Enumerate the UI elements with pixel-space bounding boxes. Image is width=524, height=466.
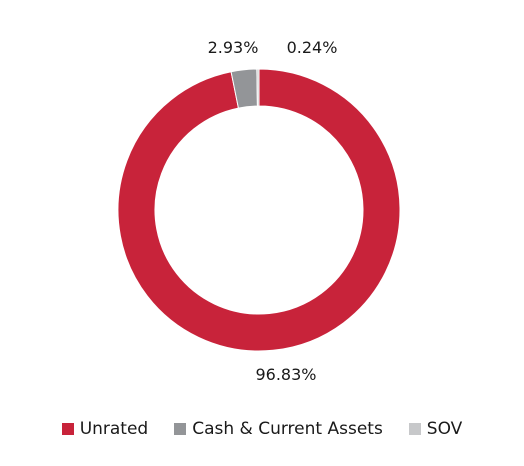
legend-label-sov: SOV (426, 419, 463, 439)
slice-unrated (117, 68, 401, 352)
slice-label-unrated: 96.83% (255, 365, 316, 384)
legend-item-cash-current-assets: Cash & Current Assets (174, 419, 383, 439)
donut-chart: 96.83% 2.93% 0.24% (117, 38, 401, 384)
legend-swatch-cash-current-assets (174, 423, 187, 435)
legend-item-sov: SOV (408, 419, 463, 439)
legend-swatch-unrated (61, 423, 74, 435)
chart-legend: Unrated Cash & Current Assets SOV (0, 419, 524, 439)
legend-swatch-sov (408, 423, 421, 435)
slice-label-cash-current-assets: 2.93% (208, 38, 259, 57)
slice-label-sov: 0.24% (287, 38, 338, 57)
legend-label-unrated: Unrated (79, 419, 149, 439)
legend-item-unrated: Unrated (61, 419, 149, 439)
legend-label-cash-current-assets: Cash & Current Assets (192, 419, 383, 439)
slice-sov (256, 68, 260, 107)
